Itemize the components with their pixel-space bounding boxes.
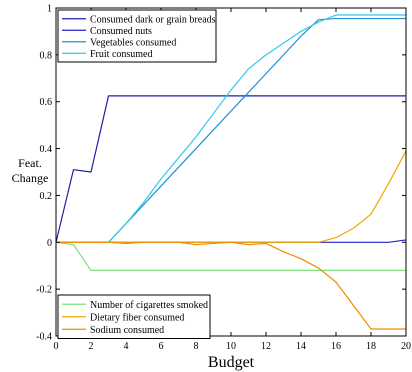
legend-label-0: Consumed dark or grain breads xyxy=(90,14,216,25)
y-tick-label-5: 0.6 xyxy=(40,97,53,108)
axis-titles: Budget Feat. Change xyxy=(12,156,255,371)
x-tick-label-7: 14 xyxy=(296,341,306,352)
x-tick-label-0: 0 xyxy=(54,341,59,352)
x-tick-label-1: 2 xyxy=(89,341,94,352)
series-line-6 xyxy=(56,241,406,330)
y-axis-title-line-1: Feat. xyxy=(18,156,42,170)
x-tick-label-6: 12 xyxy=(261,341,271,352)
y-tick-label-3: 0.2 xyxy=(40,191,53,202)
y-tick-label-1: -0.2 xyxy=(36,285,52,296)
series-line-0 xyxy=(55,95,406,243)
y-tick-label-4: 0.4 xyxy=(40,144,53,155)
x-tick-label-4: 8 xyxy=(194,341,199,352)
y-tick-label-6: 0.8 xyxy=(40,50,53,61)
legend-label-6: Sodium consumed xyxy=(90,325,164,336)
x-tick-label-8: 16 xyxy=(331,341,341,352)
legend-label-3: Fruit consumed xyxy=(90,49,153,60)
legend-label-1: Consumed nuts xyxy=(90,26,152,37)
series-line-3 xyxy=(56,14,406,243)
y-tick-label-2: 0 xyxy=(47,238,52,249)
legend-label-2: Vegetables consumed xyxy=(90,37,176,48)
x-tick-label-3: 6 xyxy=(159,341,164,352)
plot-area xyxy=(55,14,407,330)
x-tick-label-2: 4 xyxy=(124,341,129,352)
legend-label-4: Number of cigarettes smoked xyxy=(90,300,208,311)
x-tick-label-9: 18 xyxy=(366,341,376,352)
legend-label-5: Dietary fiber consumed xyxy=(90,312,184,323)
x-axis-title: Budget xyxy=(208,354,255,371)
y-tick-label-7: 1 xyxy=(47,4,52,15)
y-axis-title-line-2: Change xyxy=(12,171,49,185)
x-tick-label-10: 20 xyxy=(401,341,411,352)
x-tick-label-5: 10 xyxy=(226,341,236,352)
y-tick-label-0: -0.4 xyxy=(36,332,52,343)
series-line-5 xyxy=(56,150,407,243)
series-line-4 xyxy=(55,241,406,271)
